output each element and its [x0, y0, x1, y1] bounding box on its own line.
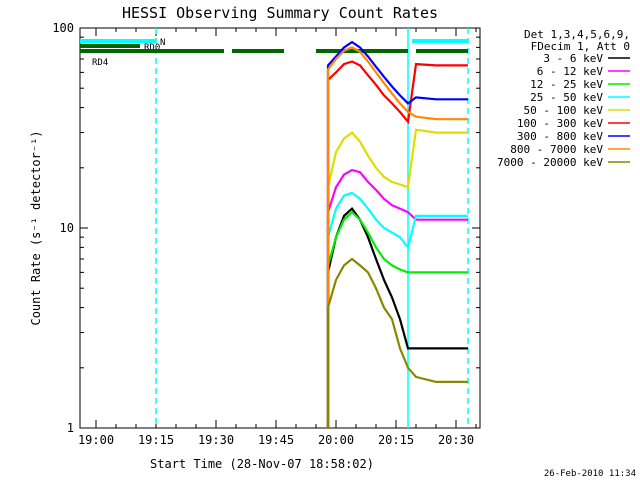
legend: Det 1,3,4,5,6,9,FDecim 1, Att 03 - 6 keV… [497, 28, 630, 169]
series-line [326, 46, 468, 428]
x-axis: 19:00 19:15 19:30 19:45 20:00 20:15 20:30 [78, 28, 477, 447]
series-line [326, 191, 468, 428]
x-tick-label: 19:00 [78, 433, 114, 447]
y-tick-label: 100 [52, 21, 74, 35]
legend-label: 3 - 6 keV [543, 52, 603, 65]
x-tick-label: 20:00 [318, 433, 354, 447]
legend-label: 100 - 300 keV [517, 117, 603, 130]
flag-label: RD0 [144, 43, 160, 53]
series-line [326, 168, 468, 428]
legend-label: 300 - 800 keV [517, 130, 603, 143]
x-tick-label: 19:15 [138, 433, 174, 447]
chart-title: HESSI Observing Summary Count Rates [122, 4, 438, 22]
y-axis: 1 10 100 [52, 21, 480, 435]
y-tick-label: 1 [67, 421, 74, 435]
x-tick-label: 20:15 [378, 433, 414, 447]
series-lines [326, 40, 468, 428]
y-tick-label: 10 [60, 221, 74, 235]
legend-label: 6 - 12 keV [537, 65, 604, 78]
legend-label: 800 - 7000 keV [510, 143, 603, 156]
timestamp: 26-Feb-2010 11:34 [544, 469, 636, 479]
flag-label: RD4 [92, 58, 108, 68]
flag-label: N [160, 38, 165, 48]
series-line [326, 206, 468, 428]
legend-label: 25 - 50 keV [530, 91, 603, 104]
series-line [326, 257, 468, 428]
legend-label: 50 - 100 keV [524, 104, 604, 117]
y-axis-label: Count Rate (s⁻¹ detector⁻¹) [29, 130, 43, 325]
legend-header: Det 1,3,4,5,6,9, [524, 28, 630, 41]
legend-header: FDecim 1, Att 0 [531, 40, 630, 53]
vertical-markers [155, 28, 469, 428]
legend-label: 12 - 25 keV [530, 78, 603, 91]
x-axis-label: Start Time (28-Nov-07 18:58:02) [150, 457, 374, 471]
series-line [326, 40, 468, 428]
x-tick-label: 20:30 [438, 433, 474, 447]
series-line [326, 60, 468, 428]
x-tick-label: 19:45 [258, 433, 294, 447]
x-tick-label: 19:30 [198, 433, 234, 447]
series-line [326, 128, 468, 428]
legend-label: 7000 - 20000 keV [497, 156, 603, 169]
plot-frame [79, 27, 481, 429]
series-line [326, 210, 468, 428]
